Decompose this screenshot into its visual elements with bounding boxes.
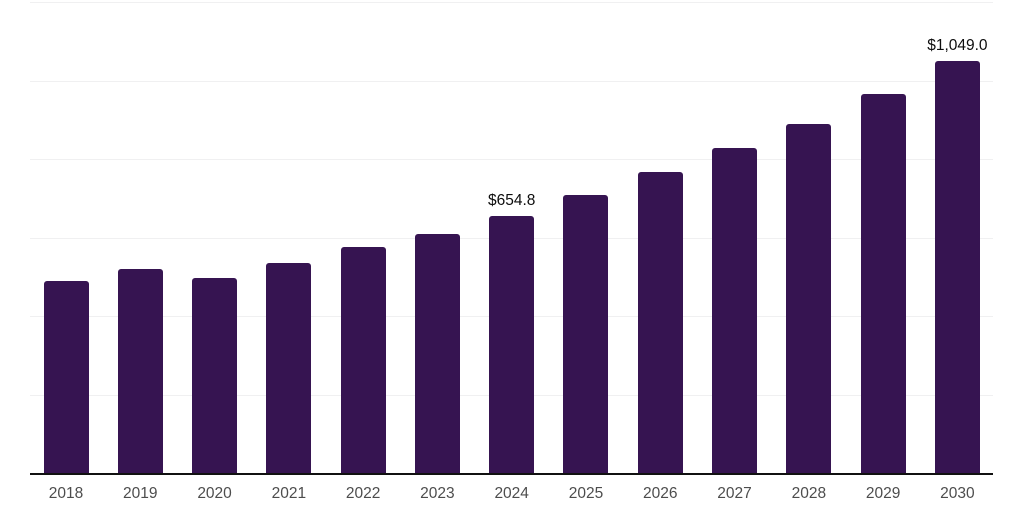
bar-2022	[340, 246, 386, 473]
x-tick-label-2023: 2023	[420, 485, 455, 502]
bar-2023	[414, 234, 460, 473]
bar-2030	[934, 61, 980, 473]
x-tick-label-2019: 2019	[123, 485, 158, 502]
bar-2019	[117, 269, 163, 473]
gridline-800	[30, 159, 993, 160]
bar-2018	[43, 281, 89, 473]
x-tick-label-2029: 2029	[865, 485, 901, 502]
gridline-1000	[30, 80, 993, 82]
x-tick-label-2030: 2030	[940, 485, 975, 502]
bar-2021	[266, 262, 312, 473]
x-tick-label-2025: 2025	[568, 485, 604, 502]
x-tick-label-2027: 2027	[717, 485, 752, 502]
bar-2025	[563, 195, 609, 473]
x-tick-label-2018: 2018	[48, 485, 84, 502]
bar-2027	[712, 148, 758, 473]
bar-2020	[192, 277, 238, 473]
x-tick-label-2020: 2020	[197, 485, 232, 502]
x-tick-label-2028: 2028	[791, 485, 827, 502]
bar-value-label-2030: $1,049.0	[927, 37, 988, 55]
bar-2028	[786, 124, 832, 473]
bar-2026	[637, 172, 683, 473]
x-axis-line	[30, 473, 993, 475]
plot-area: $654.8 $1,049.0	[30, 2, 993, 474]
bar-2029	[860, 93, 906, 473]
gridline-1200	[30, 2, 993, 3]
x-tick-label-2024: 2024	[494, 485, 529, 502]
bar-2024	[489, 215, 535, 473]
bar-value-label-2024: $654.8	[487, 191, 536, 209]
x-tick-label-2021: 2021	[271, 485, 307, 502]
x-tick-label-2026: 2026	[643, 485, 678, 502]
x-tick-label-2022: 2022	[345, 485, 381, 502]
